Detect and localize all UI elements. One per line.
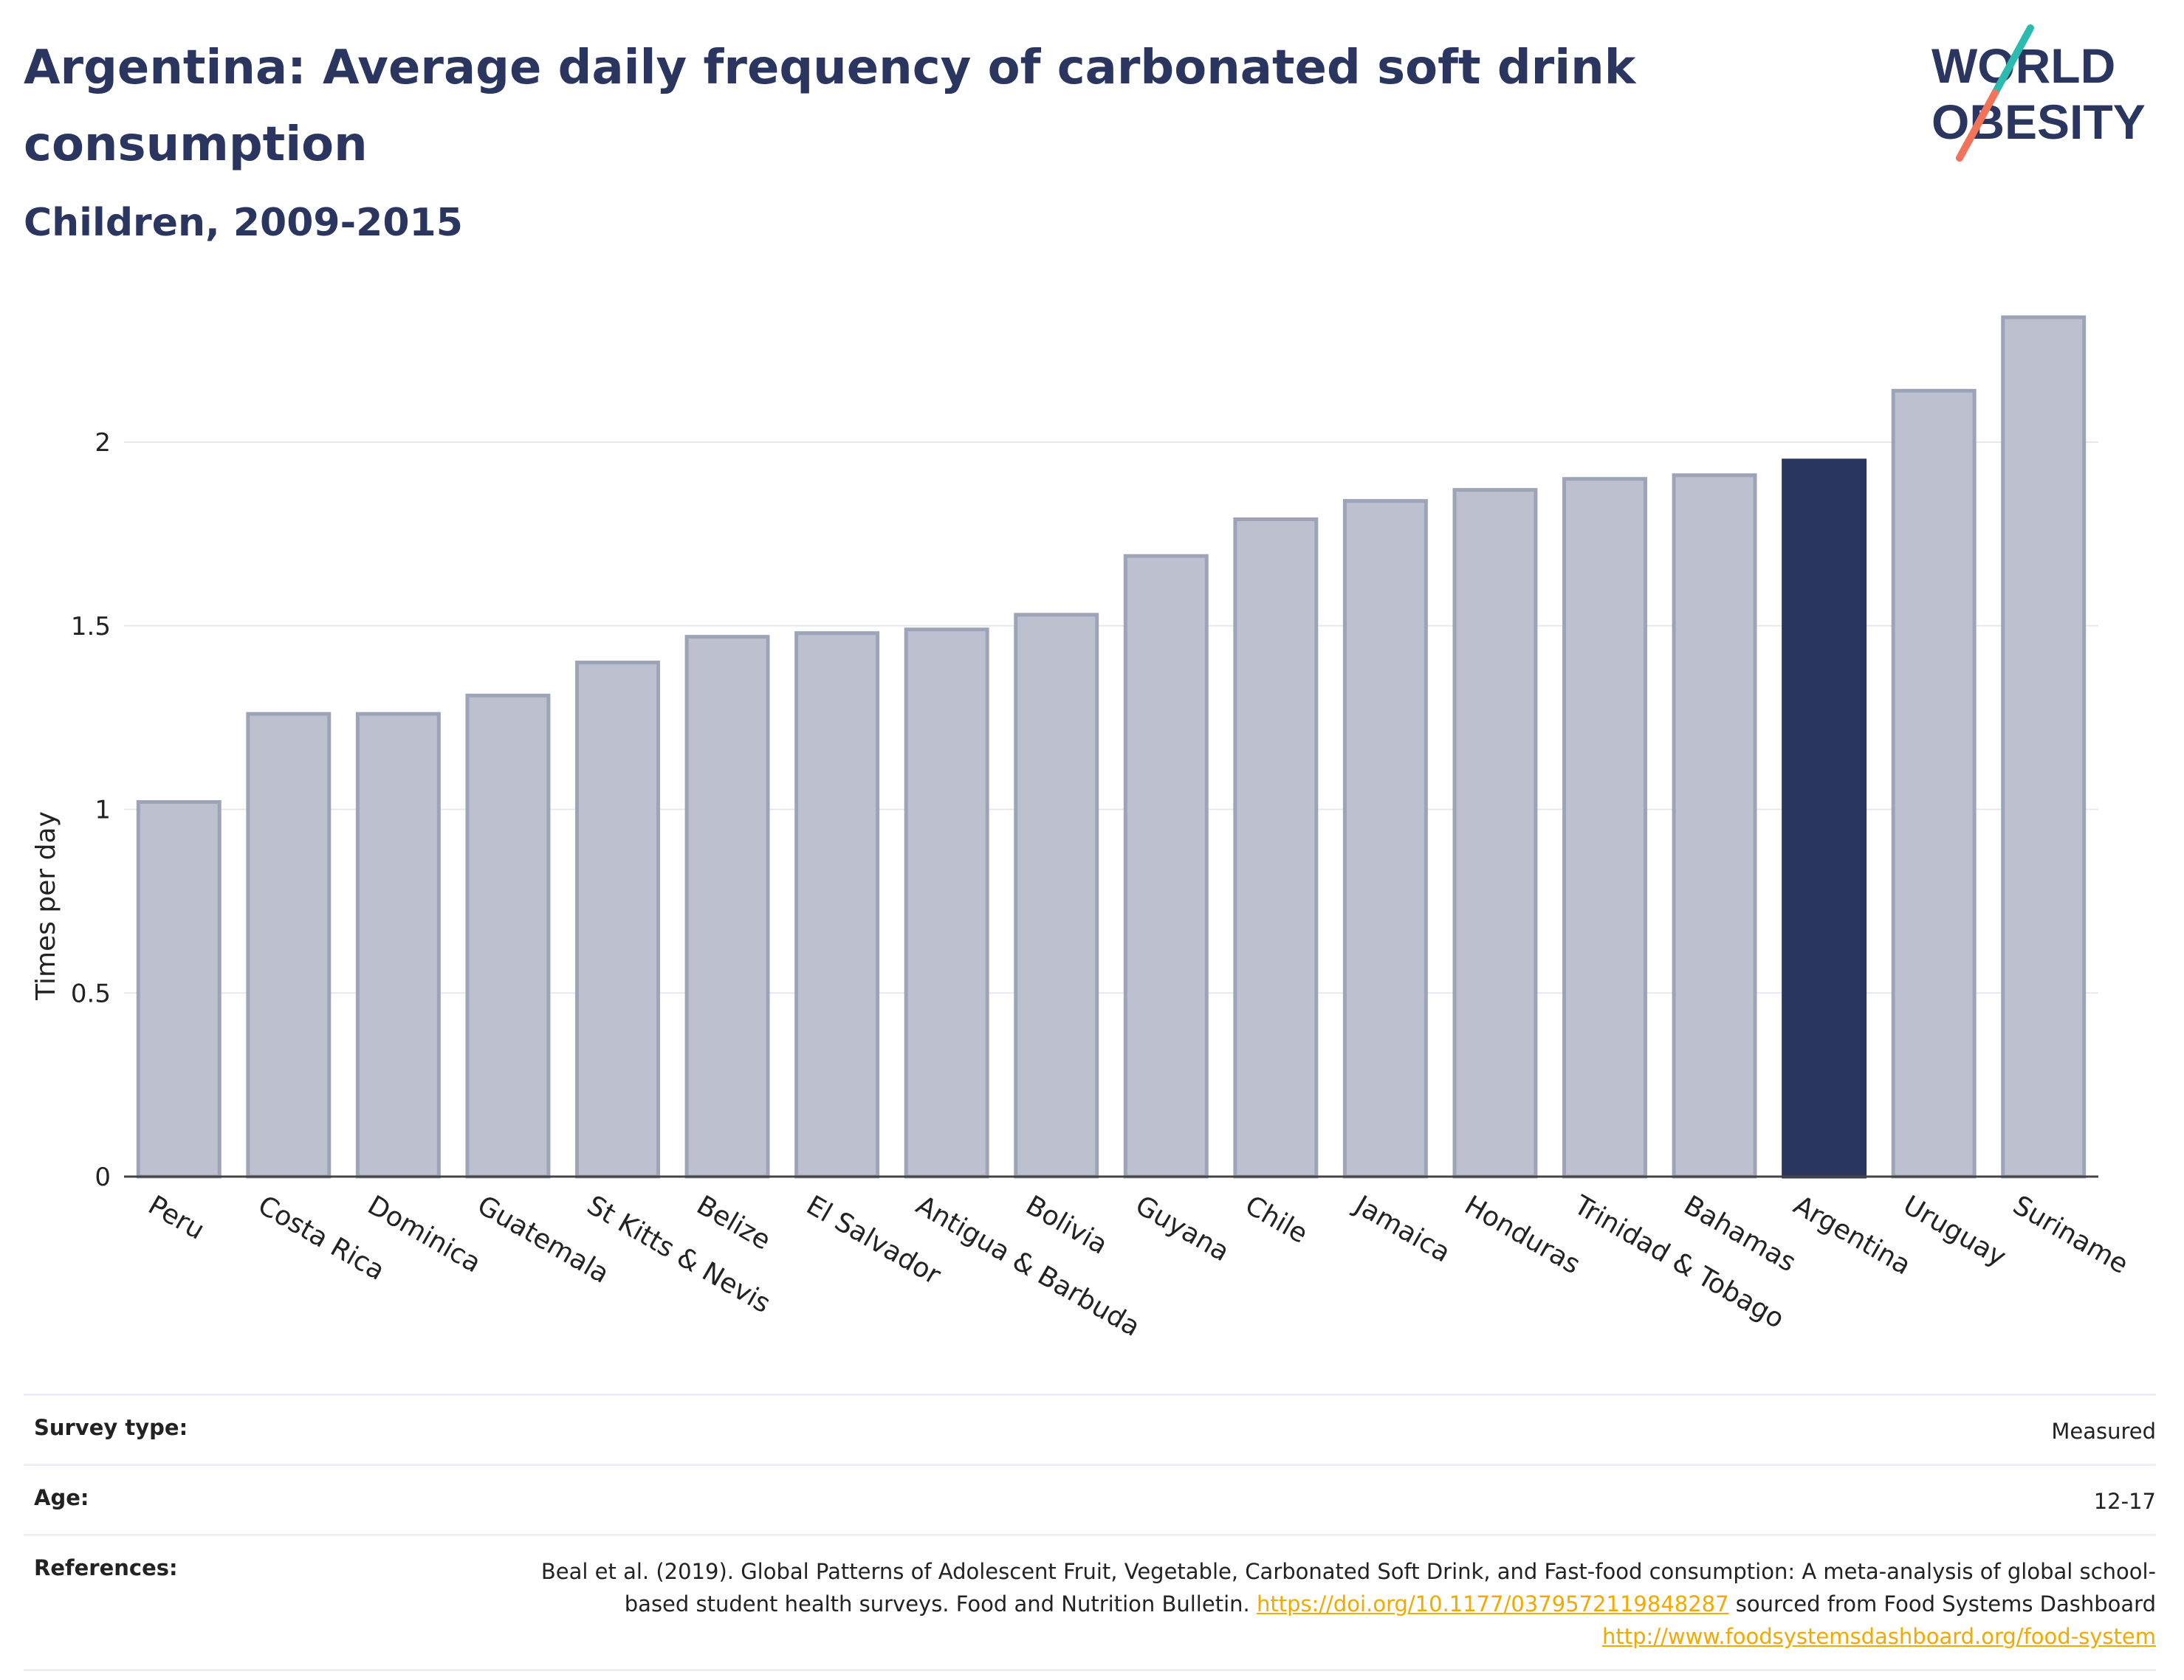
y-axis-label: Times per day: [31, 811, 61, 1001]
bar-costa-rica: [246, 712, 332, 1179]
x-tick-label: Argentina: [1788, 1190, 1916, 1281]
x-tick-label: Honduras: [1459, 1190, 1584, 1280]
reference-text: Beal et al. (2019). Global Patterns of A…: [540, 1559, 2156, 1617]
gridlines: [124, 441, 2098, 994]
x-tick-label: Guyana: [1130, 1190, 1234, 1267]
x-tick-label: St Kitts & Nevis: [582, 1190, 775, 1319]
y-tick-label: 2: [95, 428, 111, 458]
bar-el-salvador: [794, 631, 880, 1179]
logo-line2: OBESITY: [1931, 94, 2146, 149]
reference-doi-link[interactable]: https://doi.org/10.1177/0379572119848287: [1256, 1591, 1729, 1617]
x-tick-label: Trinidad & Tobago: [1568, 1190, 1789, 1335]
bar-belize: [684, 635, 770, 1179]
meta-value-references: Beal et al. (2019). Global Patterns of A…: [532, 1555, 2156, 1653]
meta-row-age: Age: 12-17: [24, 1464, 2156, 1534]
x-tick-label: Peru: [143, 1190, 210, 1246]
chart-subtitle: Children, 2009-2015: [24, 201, 463, 245]
chart-metadata: Survey type: Measured Age: 12-17 Referen…: [24, 1394, 2156, 1671]
bar-antigua-barbuda: [904, 627, 989, 1179]
bar-bahamas: [1672, 473, 1757, 1179]
bar-bolivia: [1014, 613, 1099, 1179]
world-obesity-logo: WORLD OBESITY: [1931, 24, 2146, 162]
bar-peru: [136, 800, 222, 1179]
meta-row-references: References: Beal et al. (2019). Global P…: [24, 1534, 2156, 1671]
y-tick-label: 0.5: [71, 979, 111, 1008]
x-tick-label: Suriname: [2008, 1190, 2133, 1280]
bar-honduras: [1452, 488, 1538, 1179]
bar-dominica: [355, 712, 441, 1179]
x-tick-label: Chile: [1240, 1190, 1313, 1250]
x-tick-label: Bolivia: [1020, 1190, 1113, 1261]
bar-st-kitts-nevis: [575, 661, 660, 1179]
y-tick-label: 1.5: [71, 612, 111, 641]
x-tick-label: Belize: [692, 1190, 776, 1256]
bar-guatemala: [465, 693, 551, 1179]
meta-label: References:: [34, 1555, 178, 1580]
meta-value: 12-17: [2093, 1489, 2156, 1514]
reference-text: sourced from Food Systems Dashboard: [1728, 1591, 2156, 1617]
bar-chile: [1233, 517, 1319, 1179]
bars: [136, 315, 2087, 1179]
logo-slash-coral: [1956, 89, 1999, 162]
bar-trinidad-tobago: [1562, 477, 1647, 1179]
y-tick-labels: 0 0.5 1 1.5 2: [71, 428, 111, 1192]
meta-row-survey-type: Survey type: Measured: [24, 1394, 2156, 1464]
meta-label: Survey type:: [34, 1415, 188, 1440]
chart-title: Argentina: Average daily frequency of ca…: [24, 41, 1636, 172]
y-tick-label: 1: [95, 796, 111, 825]
bar-jamaica: [1342, 499, 1428, 1179]
bar-guyana: [1123, 554, 1209, 1179]
bar-argentina: [1782, 458, 1867, 1179]
bar-uruguay: [1891, 388, 1977, 1179]
logo-slash-teal: [1991, 24, 2034, 97]
y-tick-label: 0: [95, 1163, 111, 1192]
bar-chart: 0 0.5 1 1.5 2 Peru Costa RicaDominicaGuatemal…: [31, 315, 2133, 1343]
meta-value: Measured: [2051, 1419, 2156, 1444]
x-tick-label: Jamaica: [1348, 1189, 1455, 1268]
bar-suriname: [2001, 315, 2087, 1179]
x-tick-label: Uruguay: [1898, 1190, 2011, 1273]
meta-label: Age:: [34, 1485, 89, 1510]
reference-dashboard-link[interactable]: http://www.foodsystemsdashboard.org/food…: [1602, 1624, 2156, 1649]
